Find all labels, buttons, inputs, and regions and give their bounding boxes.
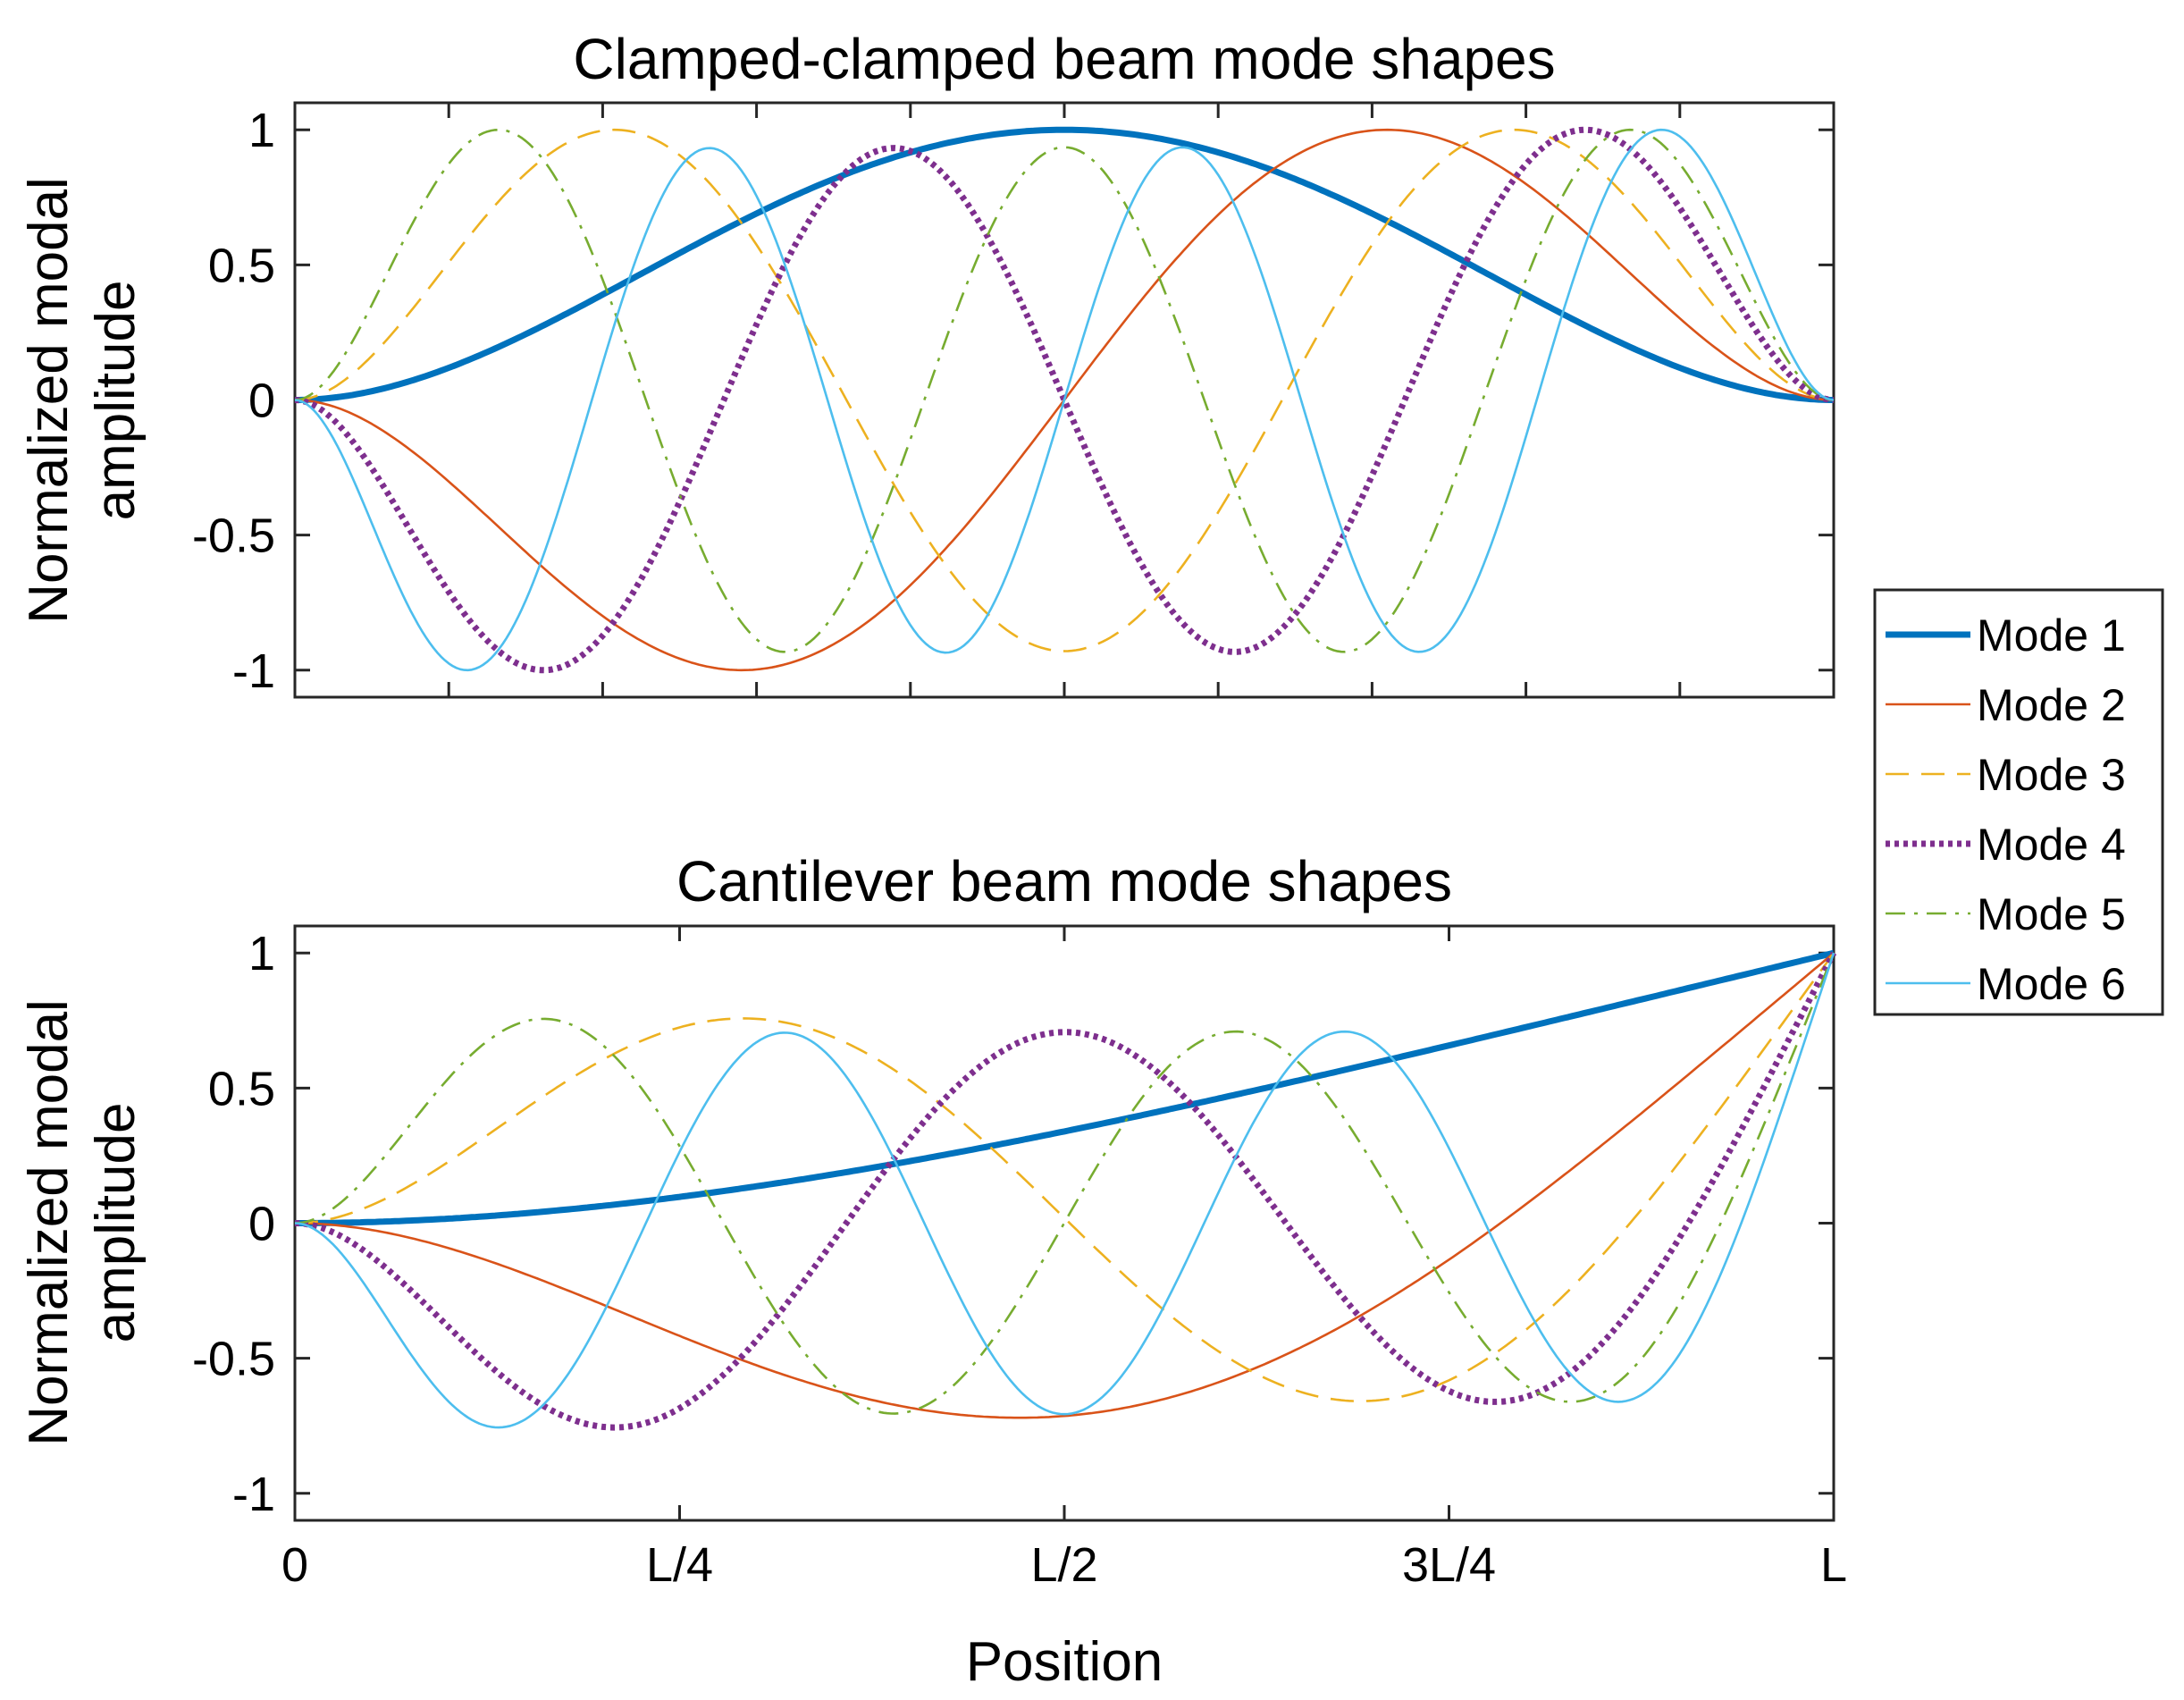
cantilever-xtick-label: L (1820, 1538, 1847, 1592)
clamped-ylabel-line2: amplitude (85, 281, 147, 521)
legend-label-mode-2: Mode 2 (1977, 680, 2126, 730)
clamped-ytick-label: -1 (232, 644, 275, 698)
cantilever-title: Cantilever beam mode shapes (676, 849, 1452, 913)
cantilever-ytick-label: -1 (232, 1468, 275, 1521)
legend: Mode 1 Mode 2 Mode 3 Mode 4 Mode 5 Mode 6 (1873, 588, 2164, 1016)
clamped-title: Clamped-clamped beam mode shapes (573, 27, 1555, 91)
cantilever-series-mode-5 (294, 952, 1835, 1415)
cantilever-plot-area (293, 924, 1835, 1522)
clamped-series-mode-6 (294, 128, 1835, 672)
cantilever-ylabel-line2: amplitude (85, 1103, 147, 1343)
legend-label-mode-3: Mode 3 (1977, 750, 2126, 800)
legend-label-mode-1: Mode 1 (1977, 610, 2126, 661)
cantilever-ticks: 10.50-0.5-10 L/4 L/2 3L/4 L (192, 926, 1847, 1592)
cantilever-ytick-label: -0.5 (192, 1333, 275, 1386)
clamped-ylabel-line1: Normalized modal (18, 177, 80, 624)
cantilever-ylabel-line1: Normalized modal (18, 999, 80, 1446)
cantilever-series-mode-6 (294, 952, 1835, 1429)
x-axis-label: Position (966, 1631, 1163, 1693)
cantilever-series-mode-3 (294, 952, 1835, 1402)
clamped-ytick-label: 0.5 (208, 239, 275, 292)
clamped-ticks: 1 0.5 0 -0.5 -1 (192, 103, 1835, 698)
clamped-series (294, 126, 1835, 674)
legend-box (1873, 588, 2164, 1016)
clamped-ytick-label: 0 (248, 375, 275, 428)
cantilever-axes: Cantilever beam mode shapes Normalized m… (18, 849, 1847, 1693)
cantilever-series-mode-1 (295, 949, 1835, 1226)
legend-label-mode-4: Mode 4 (1977, 820, 2126, 870)
cantilever-xtick-label: L/4 (646, 1538, 713, 1592)
clamped-series-mode-5 (294, 128, 1835, 653)
clamped-axes: Clamped-clamped beam mode shapes Normali… (18, 27, 1835, 699)
clamped-series-mode-1 (295, 126, 1834, 403)
cantilever-ytick-label: 0 (248, 1198, 275, 1251)
clamped-ytick-label: -0.5 (192, 509, 275, 563)
cantilever-xtick-label: L/2 (1030, 1538, 1097, 1592)
cantilever-xtick-label: 0 (281, 1538, 308, 1592)
cantilever-ytick-label: 0.5 (208, 1062, 275, 1115)
cantilever-ytick-label: 1 (248, 927, 275, 980)
clamped-series-mode-4 (294, 126, 1835, 674)
legend-items: Mode 1 Mode 2 Mode 3 Mode 4 Mode 5 Mode 6 (1886, 610, 2126, 1009)
legend-label-mode-5: Mode 5 (1977, 889, 2126, 939)
clamped-ytick-label: 1 (248, 104, 275, 157)
cantilever-series-mode-2 (295, 952, 1835, 1419)
cantilever-series (294, 949, 1837, 1431)
legend-label-mode-6: Mode 6 (1977, 959, 2126, 1009)
cantilever-series-mode-4 (294, 951, 1837, 1431)
cantilever-xtick-label: 3L/4 (1402, 1538, 1496, 1592)
clamped-series-mode-3 (294, 128, 1835, 652)
